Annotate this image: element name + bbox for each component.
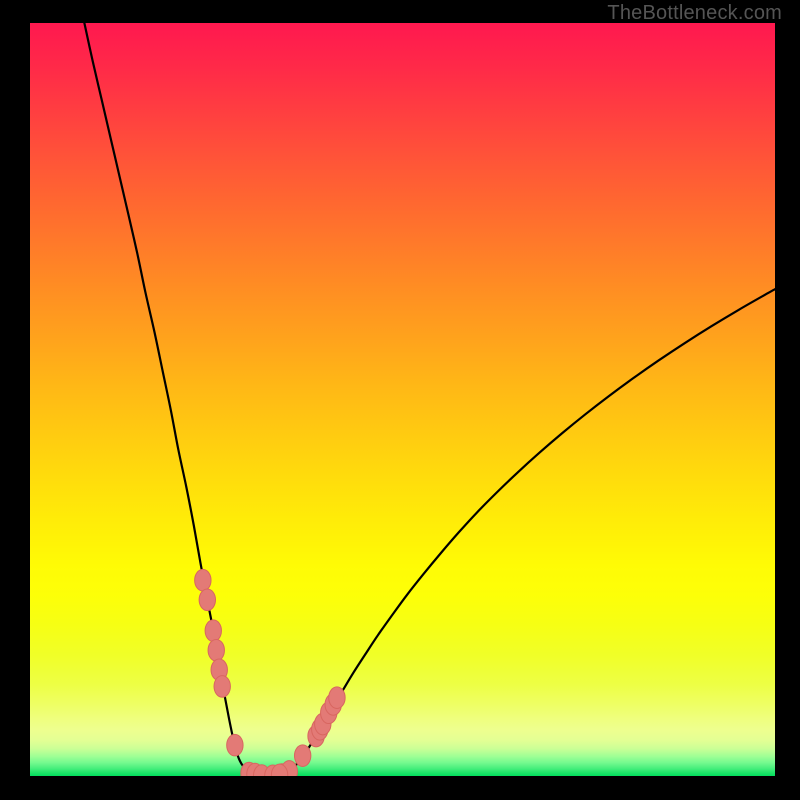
bottleneck-curve-chart	[30, 23, 775, 776]
gradient-background	[30, 23, 775, 776]
marker-point	[208, 639, 224, 661]
watermark-text: TheBottleneck.com	[607, 2, 782, 25]
marker-point	[214, 676, 230, 698]
chart-root: TheBottleneck.com	[0, 0, 800, 800]
marker-point	[329, 687, 345, 709]
plot-area	[30, 23, 775, 776]
marker-point	[294, 745, 310, 767]
marker-point	[195, 569, 211, 591]
marker-point	[227, 734, 243, 756]
marker-point	[199, 589, 215, 611]
marker-point	[205, 620, 221, 642]
